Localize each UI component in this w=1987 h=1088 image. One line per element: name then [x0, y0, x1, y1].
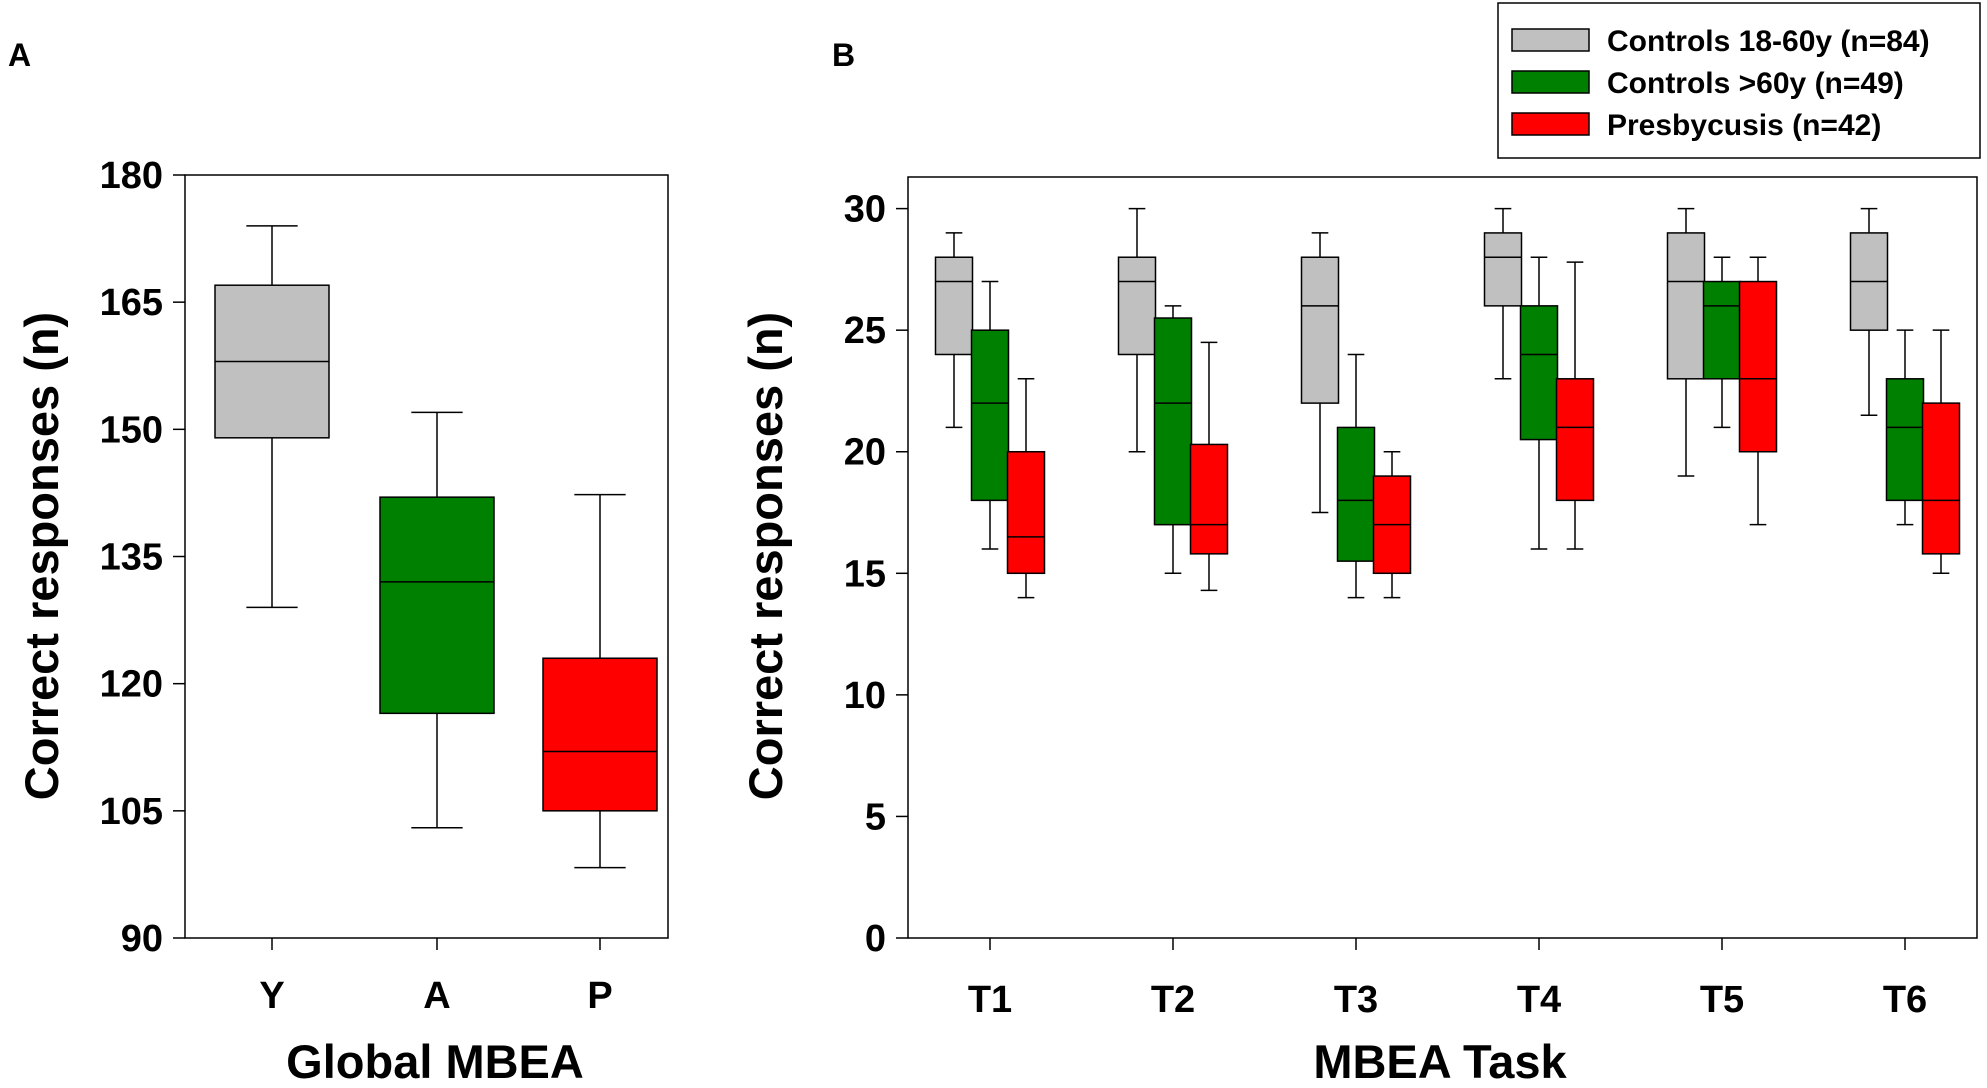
panel-b-x-tick-label: T2	[1151, 979, 1195, 1021]
panel-a-box-A-box	[379, 496, 495, 715]
panel-b-x-tick-label: T1	[968, 979, 1012, 1021]
panel-b-box-T4-A-box	[1519, 305, 1559, 441]
panel-b-box-T1-Y-box	[934, 256, 974, 356]
panel-b-box-T2-A-box	[1153, 317, 1193, 526]
legend-label-A: Controls >60y (n=49)	[1607, 67, 1904, 100]
panel-b-x-tick-label: T6	[1883, 979, 1927, 1021]
panel-a-y-tick-label: 120	[100, 664, 163, 706]
panel-b-box-T5-A-box	[1702, 280, 1742, 380]
legend-swatch-P	[1511, 112, 1590, 136]
legend-label-P: Presbycusis (n=42)	[1607, 109, 1881, 142]
panel-a-x-axis-title: Global MBEA	[286, 1035, 584, 1088]
panel-b-y-tick-label: 10	[844, 675, 886, 717]
panel-b-box-T1-P-box	[1006, 450, 1046, 575]
panel-b-y-tick-label: 25	[844, 310, 886, 352]
panel-b-box-T3-Y-box	[1300, 256, 1340, 404]
panel-b: B 0 5 10 15 20 25 30 T1 T2 T3 T4 T5 T6 MBEA Task Correc…	[739, 37, 1978, 1088]
panel-b-y-tick-label: 20	[844, 432, 886, 474]
panel-b-y-tick-label: 15	[844, 553, 886, 595]
panel-a-y-tick-label: 90	[121, 918, 163, 960]
panel-a-y-tick-label: 180	[100, 155, 163, 197]
panel-a-x-tick-label: P	[587, 975, 612, 1017]
panel-b-box-T2-P-box	[1189, 443, 1229, 555]
panel-b-y-tick-label: 5	[865, 796, 886, 838]
panel-b-x-tick-label: T4	[1517, 979, 1561, 1021]
panel-b-box-T5-Y-box	[1666, 232, 1706, 380]
panel-b-box-T3-A-box	[1336, 426, 1376, 562]
panel-b-box-T6-P-box	[1921, 402, 1961, 555]
panel-a-letter: A	[8, 37, 31, 73]
panel-a-y-axis-title: Correct responses (n)	[15, 312, 68, 800]
panel-b-box-T4-P-box	[1555, 378, 1595, 502]
panel-a-x-tick-label: Y	[259, 975, 284, 1017]
panel-a-y-tick-label: 165	[100, 282, 163, 324]
panel-b-y-tick-label: 30	[844, 189, 886, 231]
legend-label-Y: Controls 18-60y (n=84)	[1607, 25, 1930, 58]
panel-b-box-T2-Y-box	[1117, 256, 1157, 356]
panel-a-box-P-box	[542, 657, 658, 812]
panel-a-y-tick-label: 150	[100, 409, 163, 451]
legend-swatch-A	[1511, 70, 1590, 94]
panel-b-x-axis-title: MBEA Task	[1313, 1035, 1567, 1088]
legend: Controls 18-60y (n=84) Controls >60y (n=4…	[1497, 2, 1981, 159]
panel-a-y-tick-label: 105	[100, 791, 163, 833]
panel-b-box-T6-A-box	[1885, 378, 1925, 502]
panel-b-box-T5-P-box	[1738, 280, 1778, 453]
panel-b-x-tick-label: T5	[1700, 979, 1744, 1021]
panel-b-y-tick-label: 0	[865, 918, 886, 960]
panel-b-x-tick-label: T3	[1334, 979, 1378, 1021]
legend-swatch-Y	[1511, 28, 1590, 52]
panel-b-box-T4-Y-box	[1483, 232, 1523, 307]
panel-b-y-axis-title: Correct responses (n)	[739, 312, 792, 800]
panel-b-plot-frame	[907, 176, 1978, 939]
panel-b-box-T1-A-box	[970, 329, 1010, 502]
panel-a-y-tick-label: 135	[100, 537, 163, 579]
panel-b-letter: B	[832, 37, 855, 73]
panel-a-x-tick-label: A	[423, 975, 450, 1017]
